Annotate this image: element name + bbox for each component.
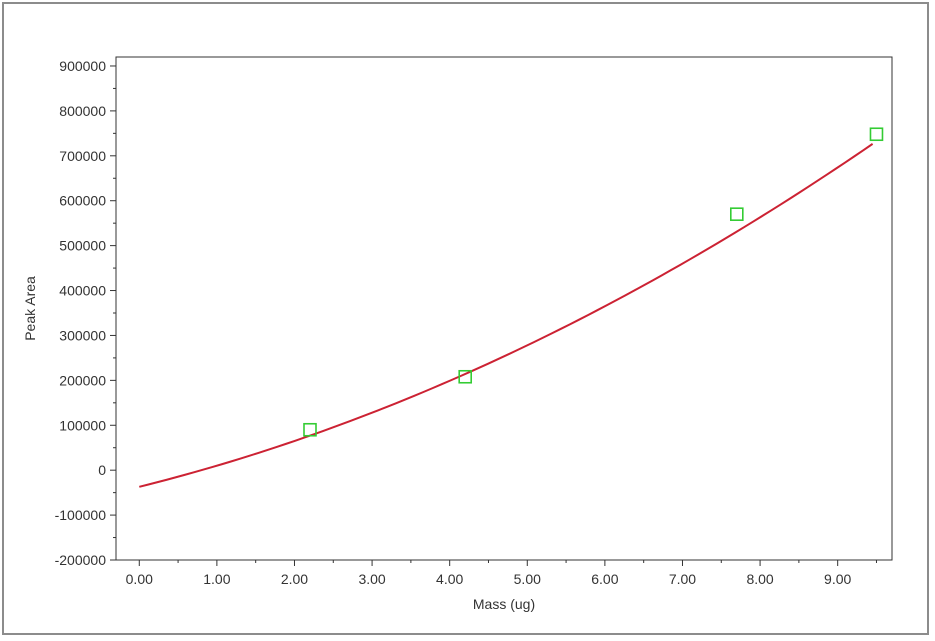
y-tick-label: 700000	[59, 148, 106, 164]
y-tick-label: 400000	[59, 283, 106, 299]
y-tick-label: 100000	[59, 417, 106, 433]
x-tick-label: 1.00	[203, 571, 230, 587]
data-point	[869, 127, 884, 142]
plot-area	[115, 56, 893, 561]
x-axis: 0.00 1.00 2.00 3.00 4.00 5.00 6.00 7.00 8.00 9.00	[126, 560, 877, 587]
plot-border	[115, 56, 893, 561]
x-tick-label: 0.00	[126, 571, 153, 587]
y-tick-label: 300000	[59, 327, 106, 343]
y-tick-label: 200000	[59, 372, 106, 388]
y-tick-label: 600000	[59, 193, 106, 209]
data-point	[458, 369, 473, 384]
data-point	[729, 207, 744, 221]
y-tick-label: 500000	[59, 238, 106, 254]
y-axis: -200000 -100000 0 100000 200000 300000 400000 5…	[55, 58, 116, 568]
x-tick-label: 5.00	[514, 571, 541, 587]
x-tick-label: 6.00	[591, 571, 618, 587]
chart-frame	[2, 2, 929, 635]
x-tick-label: 7.00	[669, 571, 696, 587]
data-point	[303, 422, 317, 437]
x-tick-label: 2.00	[281, 571, 308, 587]
fit-curve-layer	[139, 143, 874, 488]
fit-curve-line	[139, 143, 874, 488]
y-tick-label: 800000	[59, 103, 106, 119]
y-tick-label: 0	[98, 462, 106, 478]
x-axis-title: Mass (ug)	[473, 596, 535, 612]
x-tick-label: 3.00	[358, 571, 385, 587]
data-points-layer	[303, 127, 884, 437]
x-tick-label: 9.00	[824, 571, 851, 587]
y-tick-label: -200000	[55, 552, 107, 568]
x-tick-label: 8.00	[746, 571, 773, 587]
y-tick-label: 900000	[59, 58, 106, 74]
y-axis-title: Peak Area	[22, 276, 38, 341]
y-tick-label: -100000	[55, 507, 107, 523]
x-tick-label: 4.00	[436, 571, 463, 587]
